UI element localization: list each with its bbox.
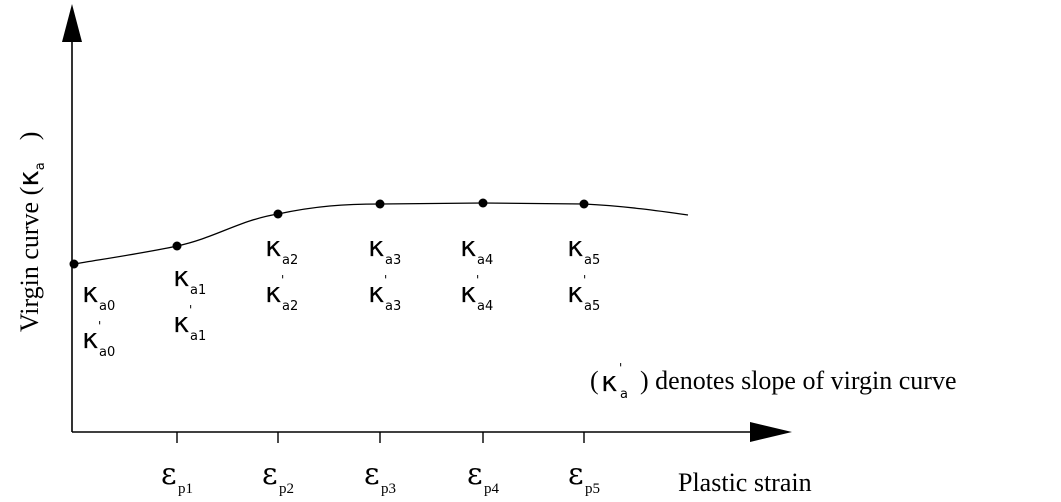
svg-text:p3: p3 — [381, 481, 396, 497]
svg-text:ε: ε — [364, 457, 380, 492]
kappa-prime-label-a0: κ ' a0 — [82, 319, 115, 360]
svg-text:': ' — [583, 273, 586, 287]
kappa-label-a5: κ a5 — [567, 230, 600, 268]
svg-text:': ' — [384, 273, 387, 287]
svg-text:': ' — [98, 319, 101, 333]
svg-text:κ: κ — [173, 306, 190, 339]
svg-text:p4: p4 — [484, 481, 500, 497]
svg-text:': ' — [476, 273, 479, 287]
svg-text:a1: a1 — [190, 283, 206, 298]
svg-text:a2: a2 — [282, 299, 298, 314]
svg-text:a3: a3 — [385, 253, 401, 268]
svg-text:) denotes slope of virgin curv: ) denotes slope of virgin curve — [640, 366, 957, 395]
svg-text:a0: a0 — [99, 299, 115, 314]
curve-point — [172, 241, 182, 251]
svg-text:(: ( — [590, 366, 599, 395]
kappa-label-a3: κ a3 — [368, 230, 401, 268]
svg-text:a5: a5 — [584, 253, 600, 268]
svg-text:': ' — [281, 273, 284, 287]
kappa-prime-label-a3: κ ' a3 — [368, 273, 401, 314]
svg-text:a4: a4 — [477, 299, 493, 314]
curve-point — [69, 259, 79, 269]
svg-text:κ: κ — [82, 322, 99, 355]
curve-point — [478, 198, 488, 208]
kappa-prime-label-a5: κ ' a5 — [567, 273, 600, 314]
kappa-label-a0: κ a0 — [82, 276, 115, 314]
y-axis-arrowhead — [62, 4, 82, 42]
svg-text:κ: κ — [601, 365, 618, 398]
kappa-prime-label-a2: κ ' a2 — [265, 273, 298, 314]
svg-text:p1: p1 — [178, 481, 193, 497]
svg-text:a1: a1 — [190, 329, 206, 344]
curve-point — [273, 209, 283, 219]
svg-text:ε: ε — [568, 457, 584, 492]
svg-text:a0: a0 — [99, 345, 115, 360]
svg-text:ε: ε — [161, 457, 177, 492]
svg-text:p5: p5 — [585, 481, 600, 497]
svg-text:κ: κ — [460, 230, 477, 263]
svg-text:ε: ε — [467, 457, 483, 492]
x-axis-arrowhead — [750, 422, 792, 442]
svg-text:a2: a2 — [282, 253, 298, 268]
svg-text:κ: κ — [368, 276, 385, 309]
kappa-prime-label-a4: κ ' a4 — [460, 273, 493, 314]
eps-label-p2: ε p2 — [262, 457, 294, 497]
kappa-label-a2: κ a2 — [265, 230, 298, 268]
eps-label-p4: ε p4 — [467, 457, 500, 497]
svg-text:κ: κ — [567, 276, 584, 309]
svg-text:κ: κ — [265, 276, 282, 309]
kappa-label-a1: κ a1 — [173, 260, 206, 298]
svg-text:κ: κ — [82, 276, 99, 309]
curve-points — [69, 198, 589, 269]
svg-text:a4: a4 — [477, 253, 493, 268]
svg-text:Virgin curve (κa): Virgin curve (κa) — [12, 132, 48, 332]
kappa-label-a4: κ a4 — [460, 230, 493, 268]
eps-label-p5: ε p5 — [568, 457, 600, 497]
curve-point — [579, 199, 589, 209]
y-axis-label: Virgin curve (κa) — [12, 132, 48, 332]
slope-note: ( κ ' a ) denotes slope of virgin curve — [590, 361, 957, 402]
svg-text:κ: κ — [567, 230, 584, 263]
svg-text:': ' — [619, 361, 622, 375]
x-axis-label: Plastic strain — [678, 468, 812, 497]
svg-text:a3: a3 — [385, 299, 401, 314]
svg-text:ε: ε — [262, 457, 278, 492]
svg-text:κ: κ — [368, 230, 385, 263]
svg-text:a: a — [620, 387, 628, 402]
eps-label-p1: ε p1 — [161, 457, 193, 497]
svg-text:κ: κ — [265, 230, 282, 263]
curve-point — [375, 199, 385, 209]
svg-text:p2: p2 — [279, 481, 294, 497]
svg-text:κ: κ — [460, 276, 477, 309]
kappa-prime-label-a1: κ ' a1 — [173, 303, 206, 344]
x-ticks — [176, 432, 585, 443]
svg-text:': ' — [189, 303, 192, 317]
svg-text:a5: a5 — [584, 299, 600, 314]
svg-text:κ: κ — [173, 260, 190, 293]
eps-label-p3: ε p3 — [364, 457, 396, 497]
